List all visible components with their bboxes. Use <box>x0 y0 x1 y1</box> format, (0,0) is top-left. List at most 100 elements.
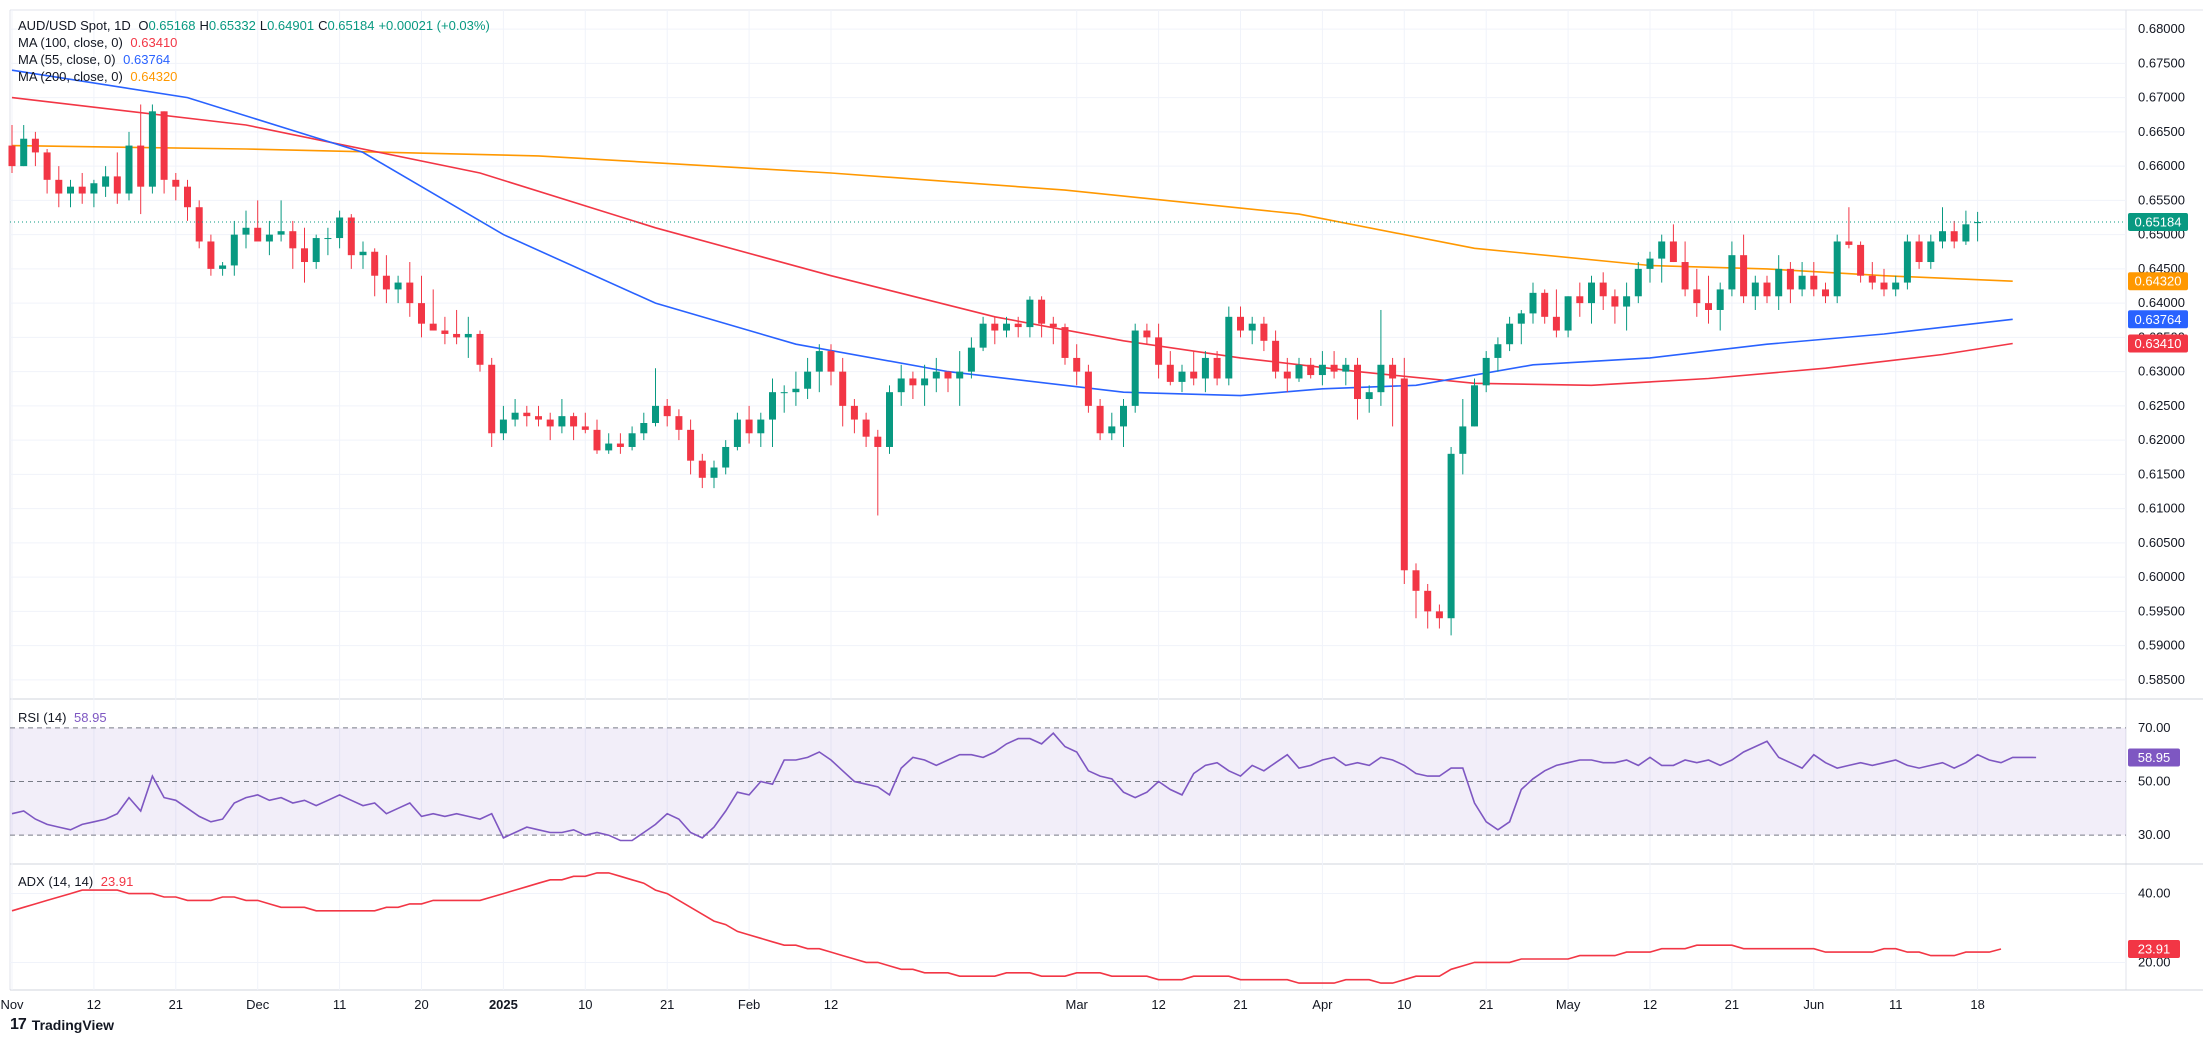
candle-body <box>1552 316 1560 331</box>
candle-body <box>1658 241 1666 259</box>
candle-body <box>1939 231 1946 242</box>
candle-body <box>1482 357 1490 386</box>
candle-body <box>1541 292 1549 317</box>
ma100-value: 0.63410 <box>130 35 178 50</box>
candle-body <box>862 419 870 437</box>
candle-body <box>1962 224 1970 242</box>
candle-body <box>499 419 507 434</box>
candle-body <box>382 275 390 290</box>
candle-body <box>359 251 367 256</box>
candle-body <box>1318 364 1326 376</box>
ohlc-key: C <box>318 18 328 33</box>
candle-body <box>1061 327 1069 358</box>
candle-body <box>1903 241 1911 283</box>
candle-body <box>1857 244 1865 276</box>
candle-body <box>195 207 203 242</box>
candle-body <box>1681 262 1689 290</box>
candle-body <box>1892 282 1900 290</box>
y-tick-label: 0.66000 <box>2138 158 2185 173</box>
candle-body <box>839 371 847 406</box>
adx-value-tag <box>2128 939 2180 958</box>
candle-body <box>55 179 63 194</box>
x-tick-label: 21 <box>660 997 674 1012</box>
candle-body <box>570 416 578 427</box>
candle-body <box>780 392 788 394</box>
candle-body <box>1342 364 1350 372</box>
x-tick-label: 20 <box>414 997 428 1012</box>
x-tick-label: Feb <box>738 997 760 1012</box>
ohlc-key: L <box>259 18 268 33</box>
candle-body <box>406 282 414 304</box>
candle-body <box>909 378 917 386</box>
candle-body <box>429 323 437 331</box>
candle-body <box>815 351 823 372</box>
x-tick-label: May <box>1556 997 1581 1012</box>
y-tick-label: 0.58500 <box>2138 672 2185 687</box>
ma100-line <box>11 96 2013 387</box>
candle-body <box>1576 296 1584 304</box>
x-tick-label: 12 <box>87 997 101 1012</box>
candle-body <box>1049 323 1057 328</box>
candle-body <box>371 251 379 276</box>
candle-body <box>757 419 765 434</box>
candle-body <box>1143 330 1151 338</box>
y-tick-label: 0.67500 <box>2138 55 2185 70</box>
candle-body <box>1295 364 1303 379</box>
candle-body <box>944 371 952 379</box>
candle-body <box>1213 357 1221 379</box>
y-tick-label: 0.66500 <box>2138 124 2185 139</box>
candle-body <box>488 364 496 434</box>
candle-body <box>1517 313 1525 324</box>
candle-body <box>1634 268 1642 297</box>
candle-body <box>453 333 461 338</box>
candle-body <box>8 145 16 167</box>
candle-body <box>1716 289 1724 310</box>
candle-body <box>20 138 28 167</box>
candle-body <box>932 371 940 379</box>
candle-body <box>476 333 484 365</box>
candle-body <box>1155 337 1163 365</box>
x-tick-label: Apr <box>1312 997 1333 1012</box>
candle-body <box>113 176 121 194</box>
adx-tick-label: 20.00 <box>2138 954 2171 969</box>
candle-body <box>1178 371 1186 382</box>
x-tick-label: 2025 <box>489 997 518 1012</box>
tradingview-brand[interactable]: 17 TradingView <box>10 1016 114 1034</box>
candle-body <box>850 405 858 420</box>
candle-body <box>687 429 695 461</box>
candle-body <box>827 351 835 372</box>
candle-body <box>979 323 987 348</box>
candle-body <box>1763 282 1771 297</box>
candle-body <box>1646 258 1654 269</box>
x-tick-label: 18 <box>1970 997 1984 1012</box>
candle-body <box>148 111 156 187</box>
candle-body <box>1354 364 1361 400</box>
candle-body <box>464 333 472 338</box>
candle-body <box>207 241 215 269</box>
candle-body <box>652 405 659 423</box>
chart-title: AUD/USD Spot, 1D <box>18 18 131 33</box>
price-label-text: 0.64320 <box>2135 274 2182 289</box>
candle-body <box>1950 231 1958 242</box>
candle-body <box>1120 405 1127 427</box>
y-tick-label: 0.65500 <box>2138 192 2185 207</box>
candle-body <box>1810 275 1818 290</box>
brand-label: TradingView <box>31 1017 115 1033</box>
ohlc-key: H <box>199 18 209 33</box>
candle-body <box>277 231 285 235</box>
y-tick-label: 0.61500 <box>2138 466 2185 481</box>
price-label-tag <box>2128 213 2188 232</box>
candle-body <box>1494 344 1502 358</box>
adx-line <box>11 872 2002 984</box>
ohlc-value: +0.00021 (+0.03%) <box>378 18 490 33</box>
candle-body <box>1693 289 1701 304</box>
candle-body <box>289 231 297 249</box>
candle-body <box>1424 590 1432 612</box>
candle-body <box>991 323 999 331</box>
candle-body <box>1833 241 1841 297</box>
candle-body <box>593 429 601 451</box>
candle-body <box>1260 323 1268 341</box>
candle-body <box>1330 364 1338 372</box>
candle-body <box>312 238 320 263</box>
candle-body <box>230 234 238 266</box>
